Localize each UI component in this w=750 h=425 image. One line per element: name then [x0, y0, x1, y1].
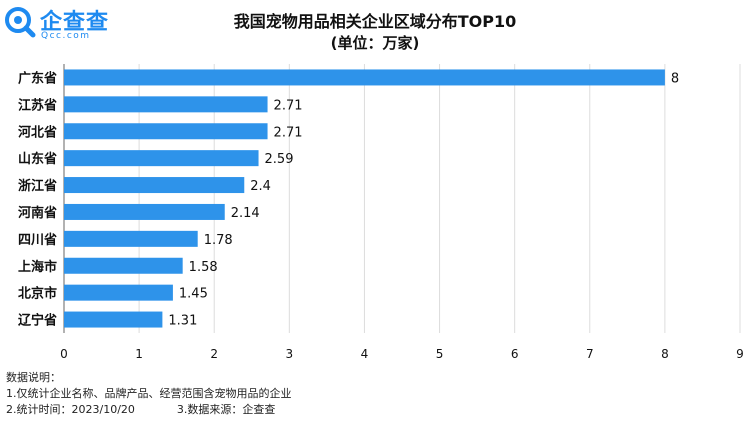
- value-label: 1.58: [189, 260, 218, 275]
- x-tick-label: 9: [736, 347, 744, 361]
- x-tick-label: 1: [135, 347, 143, 361]
- bar: [64, 96, 268, 113]
- x-tick-label: 5: [436, 347, 444, 361]
- x-tick-label: 2: [210, 347, 218, 361]
- notes-line-2: 2.统计时间：2023/10/20 3.数据来源：企查查: [6, 402, 292, 418]
- category-label: 四川省: [18, 232, 57, 248]
- bar: [64, 230, 198, 247]
- value-label: 2.59: [265, 152, 294, 167]
- magnifier-logo-icon: [5, 7, 36, 38]
- value-label: 2.4: [250, 179, 271, 194]
- notes-source: 3.数据来源：企查查: [176, 403, 276, 416]
- x-tick-label: 8: [661, 347, 669, 361]
- bar: [64, 311, 163, 328]
- bar: [64, 284, 173, 301]
- x-tick-label: 4: [361, 347, 369, 361]
- x-tick-label: 3: [286, 347, 294, 361]
- notes-stat-time: 2.统计时间：2023/10/20: [6, 403, 135, 416]
- bar: [64, 123, 268, 140]
- value-label: 1.78: [204, 233, 233, 248]
- x-tick-label: 7: [586, 347, 594, 361]
- category-label: 辽宁省: [18, 313, 57, 329]
- category-label: 山东省: [18, 151, 57, 167]
- category-label: 北京市: [18, 286, 57, 302]
- brand-name: 企查查: [40, 10, 110, 35]
- x-tick-label: 0: [60, 347, 68, 361]
- notes-line-1: 1.仅统计企业名称、品牌产品、经营范围含宠物用品的企业: [6, 387, 292, 400]
- bar: [64, 150, 259, 167]
- chart-subtitle: (单位：万家): [330, 34, 420, 52]
- value-label: 8: [671, 71, 679, 86]
- value-label: 1.45: [179, 287, 208, 302]
- bar: [64, 203, 225, 220]
- value-label: 1.31: [168, 314, 197, 329]
- data-notes: 数据说明： 1.仅统计企业名称、品牌产品、经营范围含宠物用品的企业 2.统计时间…: [6, 370, 292, 418]
- value-label: 2.71: [274, 98, 303, 113]
- bar: [64, 257, 183, 274]
- category-label: 上海市: [18, 259, 57, 275]
- bar: [64, 69, 665, 86]
- category-label: 河北省: [18, 124, 57, 140]
- brand-domain: Qcc.com: [41, 31, 91, 41]
- notes-heading: 数据说明：: [6, 371, 61, 384]
- category-label: 河南省: [18, 205, 57, 221]
- brand-logo: 企查查 Qcc.com: [4, 4, 144, 44]
- category-label: 江苏省: [18, 97, 57, 113]
- category-label: 广东省: [18, 70, 57, 86]
- chart-title: 我国宠物用品相关企业区域分布TOP10: [233, 12, 517, 31]
- value-label: 2.71: [274, 125, 303, 140]
- x-tick-label: 6: [511, 347, 519, 361]
- category-label: 浙江省: [18, 178, 57, 194]
- value-label: 2.14: [231, 206, 260, 221]
- bar: [64, 177, 245, 194]
